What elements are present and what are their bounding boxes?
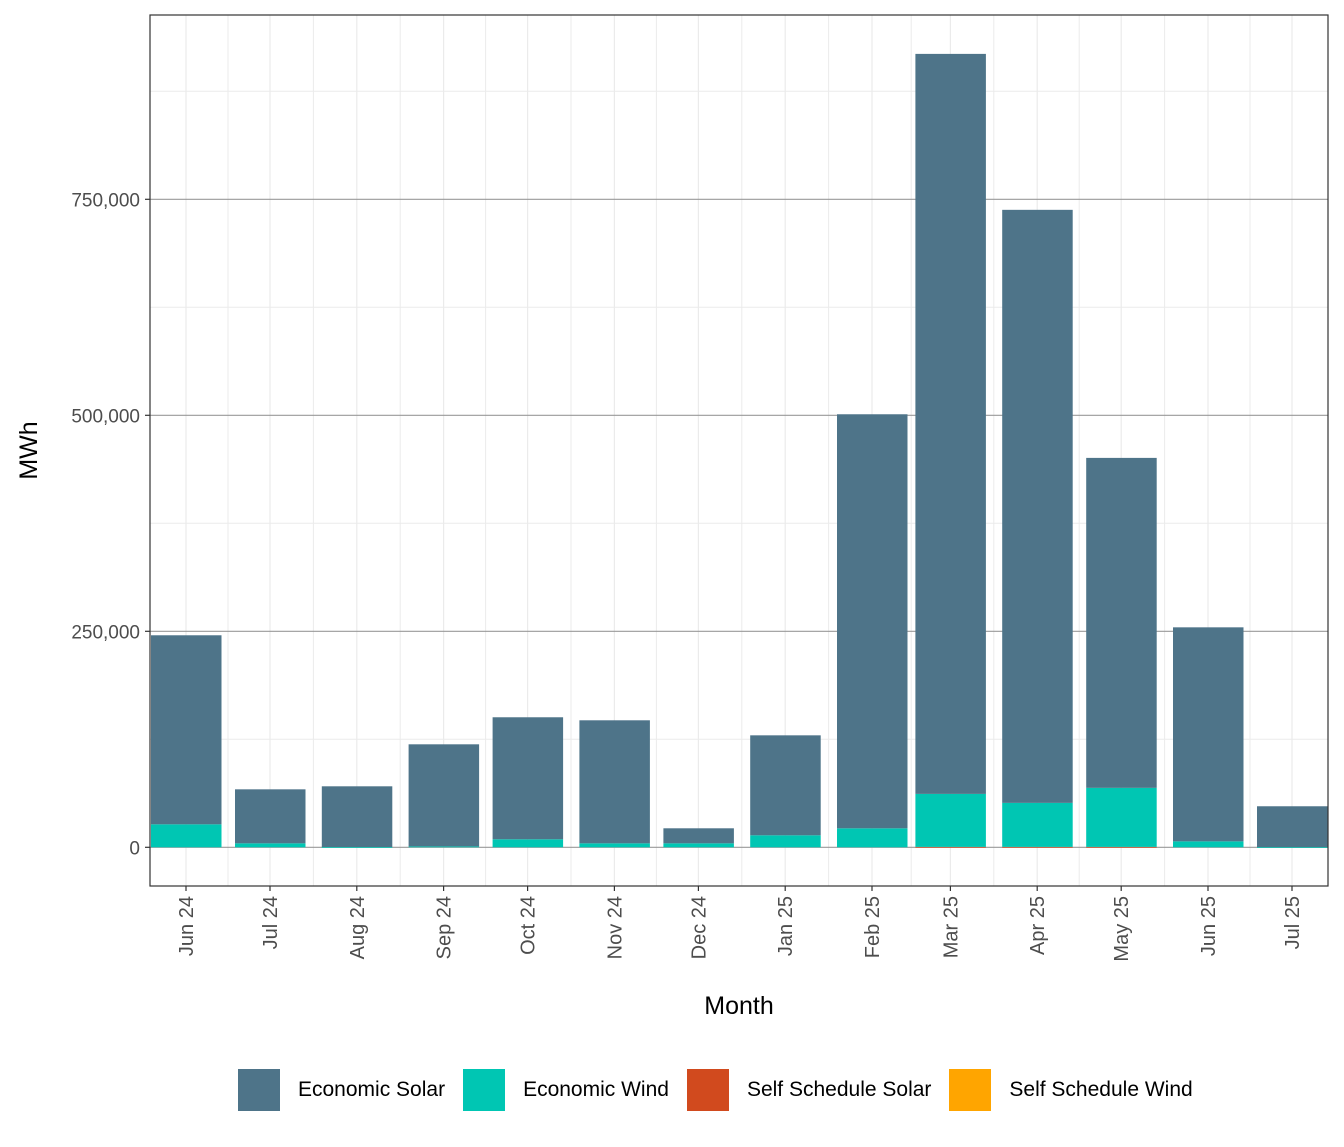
bar-economic-solar bbox=[151, 635, 222, 825]
x-tick-label: Jun 24 bbox=[176, 896, 198, 956]
bar-economic-wind bbox=[151, 824, 222, 848]
x-tick-label: Jan 25 bbox=[775, 896, 797, 956]
x-tick-label: Apr 25 bbox=[1027, 896, 1049, 955]
bar-economic-wind bbox=[750, 835, 821, 848]
y-tick-label: 500,000 bbox=[71, 406, 140, 427]
legend-swatch bbox=[949, 1069, 992, 1111]
legend-label: Self Schedule Solar bbox=[746, 1078, 932, 1101]
bar-economic-wind bbox=[235, 843, 306, 848]
bar-self-schedule-solar bbox=[1002, 846, 1073, 848]
bar-economic-solar bbox=[1002, 209, 1073, 803]
x-tick-label: Jul 24 bbox=[260, 896, 282, 949]
bar-economic-wind bbox=[1002, 802, 1073, 847]
bar-economic-solar bbox=[1086, 457, 1157, 788]
bar-economic-solar bbox=[1257, 806, 1328, 848]
bar-economic-solar bbox=[1173, 627, 1244, 842]
bar-economic-wind bbox=[408, 846, 480, 848]
x-tick-label: Mar 25 bbox=[940, 896, 962, 958]
x-tick-label: May 25 bbox=[1111, 896, 1133, 962]
y-tick-label: 750,000 bbox=[71, 190, 140, 211]
legend-label: Economic Wind bbox=[523, 1078, 669, 1101]
bar-economic-wind bbox=[1173, 841, 1244, 848]
bar-economic-solar bbox=[235, 789, 306, 844]
bar-self-schedule-solar bbox=[1086, 846, 1157, 848]
x-tick-label: Oct 24 bbox=[518, 896, 540, 955]
legend-label: Economic Solar bbox=[298, 1078, 446, 1101]
bar-economic-solar bbox=[321, 786, 393, 848]
y-axis-title: MWh bbox=[15, 421, 43, 479]
bar-economic-wind bbox=[321, 847, 393, 848]
legend-item-self-schedule-wind: Self Schedule Wind bbox=[949, 1069, 1193, 1111]
plot-border bbox=[149, 14, 1329, 887]
bar-economic-wind bbox=[837, 828, 908, 848]
bar-economic-wind bbox=[1257, 847, 1328, 848]
x-tick-label: Jun 25 bbox=[1198, 896, 1220, 956]
bar-economic-wind bbox=[579, 843, 650, 848]
legend: Economic Solar Economic Wind Self Schedu… bbox=[238, 1069, 1211, 1111]
x-tick-label: Jul 25 bbox=[1282, 896, 1304, 949]
bar-economic-solar bbox=[579, 720, 650, 844]
bar-economic-solar bbox=[750, 735, 821, 836]
bar-economic-wind bbox=[663, 843, 734, 848]
legend-item-economic-wind: Economic Wind bbox=[463, 1069, 669, 1111]
legend-label: Self Schedule Wind bbox=[1009, 1078, 1193, 1101]
bar-economic-solar bbox=[915, 53, 986, 794]
legend-item-self-schedule-solar: Self Schedule Solar bbox=[686, 1069, 932, 1111]
bar-economic-wind bbox=[492, 839, 564, 848]
bar-economic-solar bbox=[492, 717, 564, 840]
legend-swatch bbox=[238, 1069, 280, 1111]
x-tick-label: Aug 24 bbox=[347, 896, 369, 959]
legend-swatch bbox=[463, 1069, 506, 1111]
legend-item-economic-solar: Economic Solar bbox=[238, 1069, 445, 1111]
y-tick-label: 0 bbox=[129, 838, 140, 859]
y-tick-label: 250,000 bbox=[71, 622, 140, 643]
x-tick-label: Dec 24 bbox=[688, 896, 710, 959]
bar-economic-solar bbox=[663, 828, 734, 844]
bar-economic-wind bbox=[915, 793, 986, 847]
x-tick-label: Nov 24 bbox=[604, 896, 626, 959]
legend-swatch bbox=[686, 1069, 729, 1111]
bar-economic-solar bbox=[837, 414, 908, 829]
bar-self-schedule-solar bbox=[915, 846, 986, 848]
bar-economic-wind bbox=[1086, 787, 1157, 847]
x-axis-title: Month bbox=[704, 992, 773, 1020]
bar-economic-solar bbox=[408, 744, 480, 847]
x-tick-label: Sep 24 bbox=[434, 896, 456, 959]
x-tick-label: Feb 25 bbox=[862, 896, 884, 958]
